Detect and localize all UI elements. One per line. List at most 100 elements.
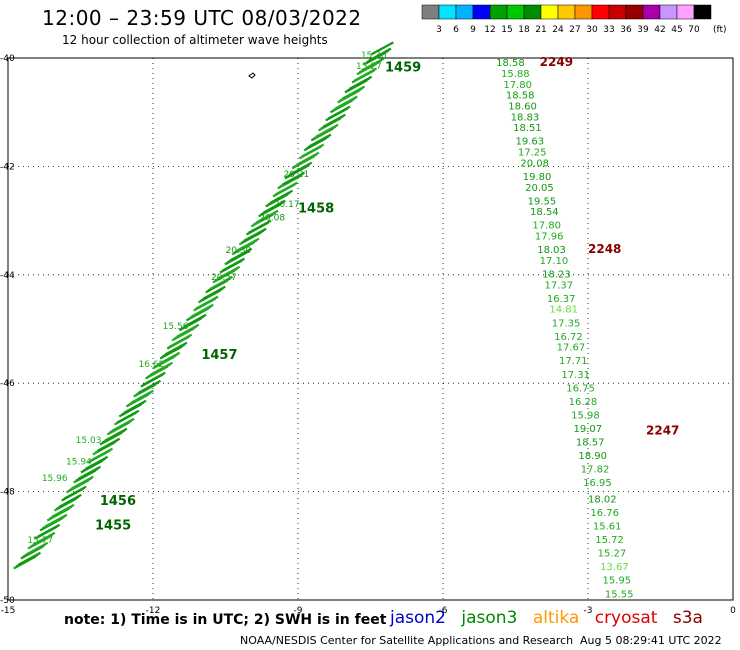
track-segment (195, 295, 219, 310)
track-segment (17, 551, 41, 566)
scale-unit: (ft) (713, 25, 727, 35)
y-tick-label: -44 (0, 271, 15, 281)
island-outline (248, 72, 256, 79)
track-segment (37, 523, 61, 538)
swh-value-label: 14.81 (549, 305, 578, 316)
track-segment (209, 275, 234, 290)
swh-value-label: 15.88 (501, 69, 530, 80)
swh-value-label: 18.90 (578, 451, 607, 462)
track-segment (85, 455, 109, 470)
track-segment (368, 47, 392, 62)
swh-value-label: 15.03 (76, 436, 102, 446)
pass-time-label: 1458 (298, 201, 334, 216)
track-segment (104, 427, 128, 442)
track-segment (289, 161, 313, 176)
track-segment (97, 437, 121, 452)
scale-label: 30 (586, 25, 598, 35)
track-segment (334, 95, 358, 110)
scale-label: 3 (436, 25, 442, 35)
scale-label: 24 (552, 25, 564, 35)
swh-value-label: 20.08 (520, 158, 549, 169)
scale-label: 12 (484, 25, 495, 35)
scale-label: 27 (569, 25, 580, 35)
swh-value-label: 15.56 (163, 322, 189, 332)
satellite-legend: jason2 jason3 altika cryosat s3a (390, 608, 713, 628)
x-tick-label: -9 (294, 606, 303, 616)
swh-value-label: 16.62 (139, 360, 165, 370)
swh-value-label: 20.57 (211, 273, 237, 283)
pass-time-label: 2249 (540, 55, 573, 69)
x-tick-label: -15 (1, 606, 16, 616)
track-segment (32, 531, 56, 546)
legend-jason2: jason2 (390, 608, 446, 628)
track-segment (51, 503, 75, 518)
scale-label: 42 (654, 25, 665, 35)
swh-value-label: 20.21 (284, 170, 310, 180)
legend-jason3: jason3 (461, 608, 518, 628)
swh-value-label: 18.58 (496, 58, 525, 69)
legend-cryosat: cryosat (594, 608, 658, 628)
track-segment (130, 389, 154, 404)
pass-time-label: 2247 (646, 424, 679, 438)
swh-value-label: 15.27 (598, 549, 627, 560)
swh-value-label: 15.55 (605, 589, 634, 600)
track-segment (274, 181, 298, 196)
scale-label: 21 (535, 25, 546, 35)
track-segment (123, 399, 147, 414)
y-tick-label: -40 (0, 54, 15, 64)
track-segment (342, 85, 366, 100)
track-segment (308, 133, 332, 148)
swh-value-label: 15.96 (42, 474, 68, 484)
track-segment (70, 475, 94, 490)
swh-value-label: 16.95 (583, 478, 612, 489)
track-segment (190, 303, 214, 318)
track-segment (229, 247, 253, 262)
swh-value-label: 18.54 (530, 207, 559, 218)
swh-value-label: 20.17 (274, 200, 300, 210)
track-segment (281, 171, 306, 186)
track-segment (243, 227, 267, 242)
track-segment (25, 541, 49, 556)
scale-label: 18 (518, 25, 530, 35)
swh-value-label: 16.75 (566, 383, 595, 394)
y-tick-label: -46 (0, 379, 15, 389)
swh-value-label: 16.76 (590, 508, 619, 519)
pass-time-label: 1459 (385, 61, 421, 76)
track-segment (183, 313, 207, 328)
track-segment (322, 113, 346, 128)
x-tick-label: -6 (439, 606, 448, 616)
swh-value-label: 15.95 (603, 576, 632, 587)
swh-value-label: 17.71 (559, 356, 588, 367)
track-segment (370, 41, 394, 56)
track-segment (58, 493, 82, 508)
swh-value-label: 16.72 (554, 332, 583, 343)
track-segment (63, 485, 87, 500)
swh-value-label: 15.27 (356, 62, 382, 72)
swh-value-label: 18.03 (537, 245, 566, 256)
swh-value-label: 20.08 (259, 214, 285, 224)
scale-label: 36 (620, 25, 632, 35)
y-tick-label: -50 (0, 596, 15, 606)
track-segment (157, 351, 181, 366)
track-segment (269, 189, 294, 204)
track-segment (116, 409, 140, 424)
footnote: note: 1) Time is in UTC; 2) SWH is in fe… (64, 612, 387, 628)
swh-value-label: 15.94 (66, 458, 92, 468)
pass-time-label: 1457 (201, 348, 237, 363)
swh-value-label: 15.36 (361, 51, 387, 61)
track-segment (301, 143, 325, 158)
swh-value-label: 19.80 (523, 172, 552, 183)
swh-value-label: 18.57 (576, 438, 605, 449)
credit-line: NOAA/NESDIS Center for Satellite Applica… (240, 634, 574, 647)
x-tick-label: -3 (584, 606, 593, 616)
pass-time-label: 1455 (95, 519, 131, 534)
swh-value-label: 18.23 (542, 270, 571, 281)
track-segment (169, 333, 193, 348)
scale-label: 70 (688, 25, 700, 35)
legend-s3a: s3a (672, 608, 703, 628)
track-segment (221, 257, 246, 272)
scale-label: 15 (501, 25, 512, 35)
swh-value-label: 17.10 (540, 256, 569, 267)
swh-value-label: 18.60 (508, 101, 537, 112)
